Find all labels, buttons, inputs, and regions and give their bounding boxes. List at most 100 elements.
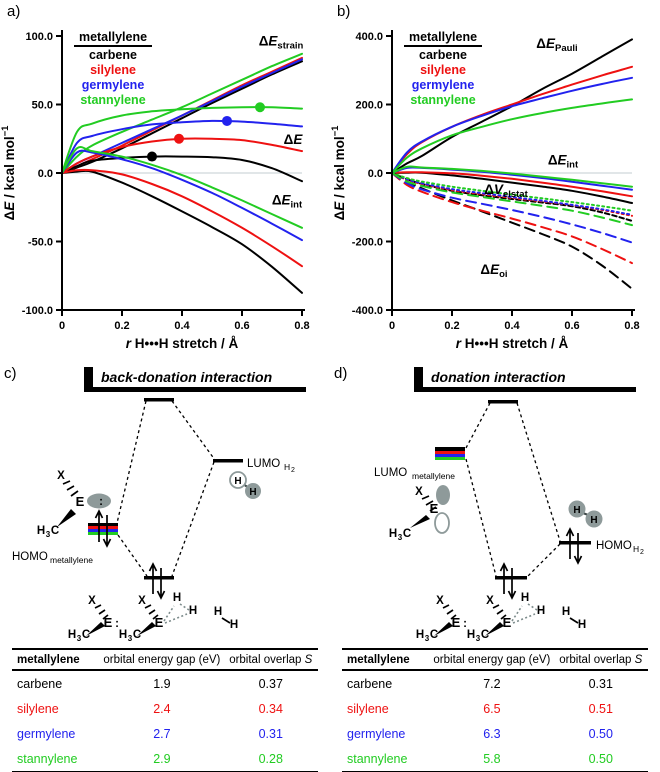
curve-label: ΔEstrain bbox=[259, 34, 304, 52]
electron-pair-arrows bbox=[499, 562, 517, 600]
orbital-table-donation: metallylene orbital energy gap (eV) orbi… bbox=[342, 648, 648, 772]
homo-metallylene-label: HOMO bbox=[12, 551, 48, 563]
subscript-3: 3 bbox=[128, 634, 133, 643]
y-tick-label: 50.0 bbox=[32, 100, 53, 112]
cell-name: stannylene bbox=[17, 751, 78, 766]
chart-b: 400.0 200.0 0.0 -200.0 -400.0 0 0.2 0.4 0.6 0.8 ΔE… bbox=[330, 30, 640, 351]
bonding-level bbox=[495, 576, 527, 580]
cell-overlap: 0.37 bbox=[258, 676, 283, 691]
cell-overlap: 0.34 bbox=[258, 701, 283, 716]
electron-pair-arrows bbox=[565, 527, 583, 565]
cell-name: germylene bbox=[347, 726, 406, 741]
h-atom: H bbox=[249, 487, 256, 498]
atom-h: H bbox=[578, 619, 586, 631]
x-tick-label: 0.2 bbox=[444, 320, 459, 332]
atom-h: H bbox=[68, 629, 76, 641]
legend-title: metallylene bbox=[403, 30, 483, 47]
transition-state-marker bbox=[222, 115, 232, 126]
h2-molecule-sigma-star: H H bbox=[229, 471, 261, 499]
cell-gap: 6.5 bbox=[483, 701, 501, 716]
cell-name: silylene bbox=[347, 701, 389, 716]
curve-dV_elstat-stannylene bbox=[391, 172, 633, 212]
table-row-germylene: germylene 2.7 0.31 bbox=[12, 721, 318, 746]
legend-item-stannylene: stannylene bbox=[410, 93, 476, 107]
atom-c: C bbox=[51, 525, 59, 537]
cell-overlap: 0.51 bbox=[588, 701, 613, 716]
cell-overlap: 0.31 bbox=[258, 726, 283, 741]
curve-dE_oi-germylene bbox=[391, 172, 633, 244]
curve-dV_elstat-germylene bbox=[391, 172, 633, 216]
antibonding-level bbox=[144, 398, 174, 402]
curve-label: ΔE bbox=[284, 132, 304, 147]
curve-label: ΔEoi bbox=[480, 262, 507, 280]
header-orbital-energy-gap: orbital energy gap (eV) bbox=[100, 649, 224, 671]
donation-title: donation interaction bbox=[414, 367, 636, 392]
metallylene-molecule-p-orbital: X E H 3 C bbox=[389, 485, 450, 542]
table-row-silylene: silylene 6.5 0.51 bbox=[342, 696, 648, 721]
atom-e: E bbox=[430, 501, 439, 516]
atom-e: E bbox=[503, 615, 512, 630]
x-axis-title: r H•••H stretch / Å bbox=[456, 336, 569, 351]
cell-gap: 2.7 bbox=[153, 726, 171, 741]
cell-name: germylene bbox=[17, 726, 76, 741]
mo-diagram-back-donation: HOMO metallylene LUMO H 2 H H X bbox=[12, 398, 295, 643]
legend-title: metallylene bbox=[73, 30, 153, 47]
atom-h: H bbox=[119, 629, 127, 641]
atom-c: C bbox=[133, 629, 141, 641]
homo-metallylene-sublabel: metallylene bbox=[50, 555, 93, 565]
chart-a: 100.050.00.0-50.0-100.00 0.2 0.4 0.6 0.8ΔEst… bbox=[0, 30, 310, 351]
h2-molecule-sigma: H H bbox=[568, 500, 603, 528]
legend-item-stannylene: stannylene bbox=[80, 93, 146, 107]
panel-d: d) donation interaction LUMO metallylene bbox=[330, 360, 660, 772]
table-header-row: metallylene orbital energy gap (eV) orbi… bbox=[12, 649, 318, 671]
legend-a: metallylene carbene silylene germylene s… bbox=[66, 28, 160, 108]
curve-dE_int-silylene bbox=[391, 171, 633, 198]
lone-pair-lobe bbox=[87, 493, 111, 509]
atom-c: C bbox=[403, 528, 411, 540]
atom-e: E bbox=[452, 615, 461, 630]
transition-state-marker bbox=[147, 151, 157, 162]
atom-h: H bbox=[214, 606, 222, 618]
y-tick-label: 200.0 bbox=[355, 100, 383, 112]
y-tick-label: 400.0 bbox=[355, 31, 383, 43]
atom-h: H bbox=[230, 619, 238, 631]
atom-x: X bbox=[436, 595, 444, 607]
electron-pair-arrows bbox=[94, 509, 112, 548]
h-atom: H bbox=[590, 515, 597, 526]
atom-x: X bbox=[138, 595, 146, 607]
cell-name: silylene bbox=[17, 701, 59, 716]
cell-gap: 7.2 bbox=[483, 676, 501, 691]
x-tick-label: 0.8 bbox=[624, 320, 639, 332]
atom-h: H bbox=[537, 605, 545, 617]
subscript-3: 3 bbox=[476, 634, 481, 643]
panel-b: b) 400.0 200.0 0.0 -200.0 -400.0 0 0.2 0.4 0.6 0.… bbox=[330, 0, 660, 360]
lumo-metallylene-sublabel: metallylene bbox=[412, 471, 455, 481]
lumo-h2-level bbox=[213, 459, 243, 463]
header-orbital-energy-gap: orbital energy gap (eV) bbox=[430, 649, 554, 671]
curve-dE_strain-carbene bbox=[61, 60, 303, 174]
header-orbital-overlap-text: orbital overlap bbox=[559, 654, 635, 666]
lumo-metallylene-label: LUMO bbox=[374, 467, 407, 479]
header-metallylene: metallylene bbox=[12, 649, 101, 671]
y-tick-label: 0.0 bbox=[368, 168, 383, 180]
atom-h: H bbox=[37, 525, 45, 537]
curve-dE_int-stannylene bbox=[61, 146, 303, 229]
transition-state-marker bbox=[255, 102, 265, 113]
y-axis-title: ΔE / kcal mol−1 bbox=[330, 125, 347, 221]
header-orbital-overlap: orbital overlap S bbox=[223, 649, 318, 671]
legend-item-germylene: germylene bbox=[81, 78, 145, 92]
header-orbital-overlap: orbital overlap S bbox=[553, 649, 648, 671]
cell-name: stannylene bbox=[347, 751, 408, 766]
x-tick-label: 0.2 bbox=[114, 320, 129, 332]
antibonding-level bbox=[488, 400, 518, 404]
curve-dE_int-silylene bbox=[61, 168, 303, 268]
cell-name: carbene bbox=[347, 676, 393, 691]
cell-gap: 2.4 bbox=[153, 701, 171, 716]
curve-label: ΔEPauli bbox=[536, 36, 577, 54]
y-axis-title: ΔE / kcal mol−1 bbox=[0, 125, 17, 221]
h-atom: H bbox=[573, 505, 580, 516]
atom-x: X bbox=[486, 595, 494, 607]
table-row-carbene: carbene 1.9 0.37 bbox=[12, 670, 318, 696]
x-tick-label: 0.4 bbox=[174, 320, 190, 332]
panel-c-label: c) bbox=[4, 365, 17, 382]
